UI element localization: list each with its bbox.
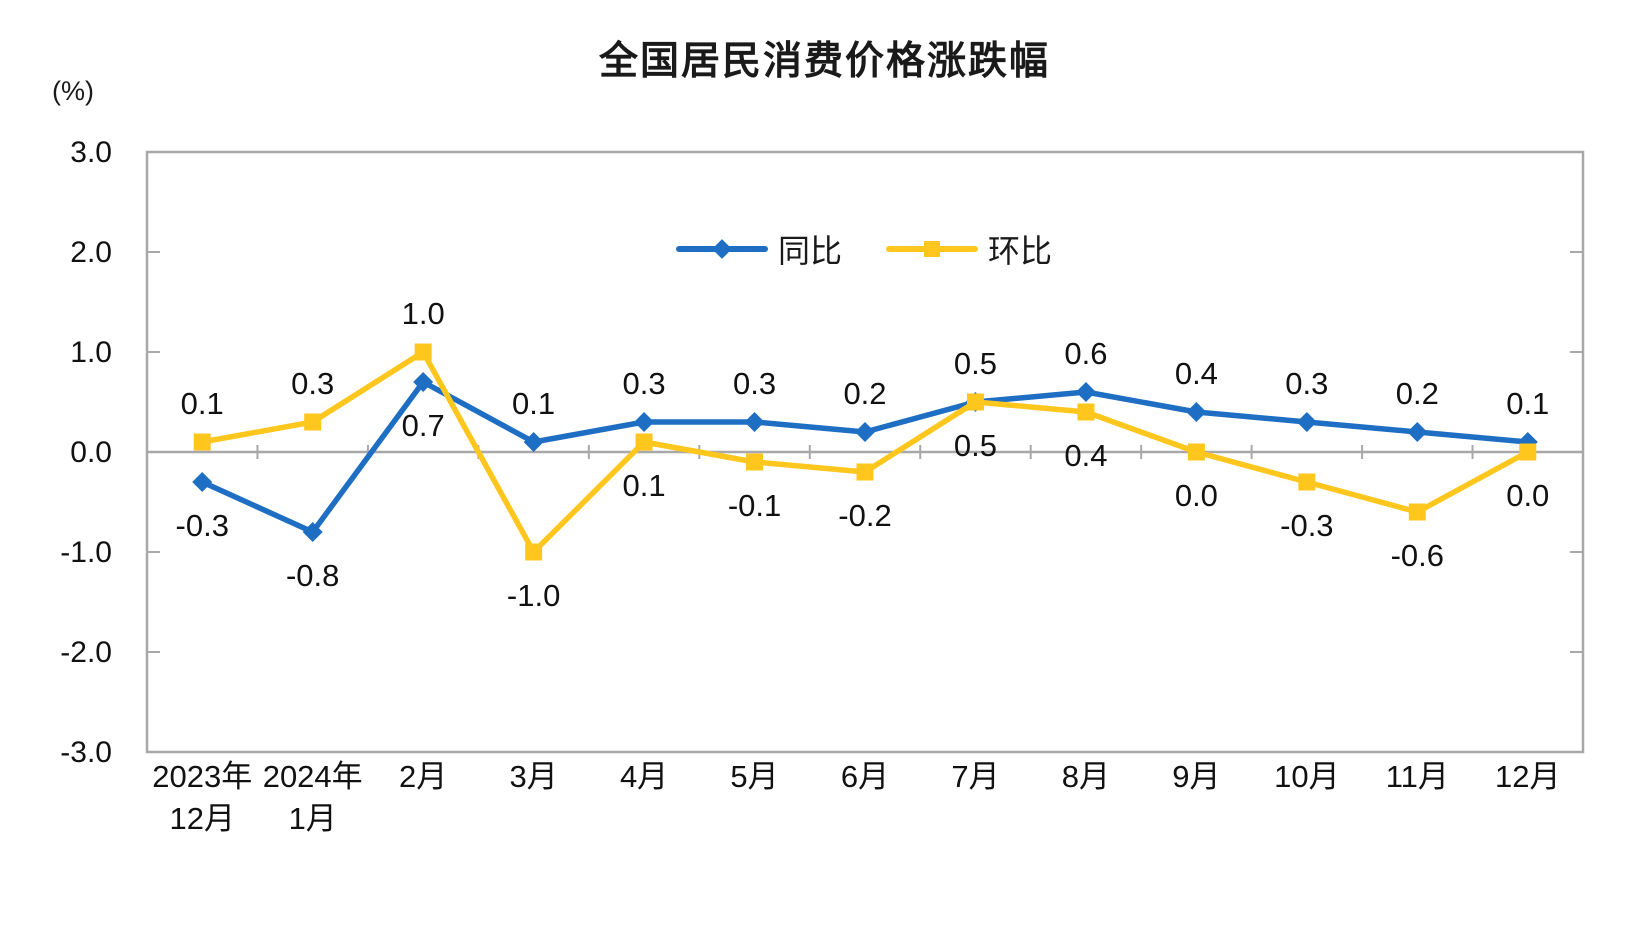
- y-axis-label-1: 2.0: [70, 236, 112, 269]
- value-label-yoy-2: 0.7: [402, 408, 445, 443]
- y-axis-label-2: 1.0: [70, 336, 112, 369]
- mom-line-sample: [886, 238, 979, 260]
- value-label-mom-5: -0.1: [728, 488, 781, 523]
- value-label-mom-10: -0.3: [1280, 508, 1333, 543]
- value-label-yoy-1: -0.8: [286, 558, 339, 593]
- marker-mom-6: [856, 463, 874, 481]
- value-label-yoy-6: 0.2: [843, 376, 886, 411]
- value-label-mom-0: 0.1: [181, 386, 224, 421]
- marker-mom-1: [304, 413, 322, 431]
- marker-yoy-3: [523, 432, 544, 452]
- marker-yoy-6: [855, 422, 875, 442]
- x-axis-label-2: 2月: [399, 759, 447, 794]
- y-axis-unit-label: (%): [52, 76, 94, 106]
- chart-title: 全国居民消费价格涨跌幅: [598, 40, 1050, 83]
- value-label-yoy-3: 0.1: [512, 386, 555, 421]
- value-label-yoy-4: 0.3: [623, 366, 666, 401]
- legend-item-yoy: 同比: [676, 226, 842, 272]
- value-label-mom-6: -0.2: [838, 498, 891, 533]
- x-axis-label-6: 6月: [841, 759, 889, 794]
- x-axis-label-9: 9月: [1172, 759, 1220, 794]
- value-label-yoy-10: 0.3: [1285, 366, 1328, 401]
- marker-mom-9: [1187, 443, 1205, 461]
- y-axis-label-5: -2.0: [60, 636, 112, 669]
- legend-label-yoy: 同比: [778, 233, 843, 269]
- value-label-yoy-5: 0.3: [733, 366, 776, 401]
- x-axis-label-4: 4月: [620, 759, 668, 794]
- marker-mom-2: [414, 343, 432, 361]
- marker-yoy-2: [413, 372, 434, 392]
- yoy-diamond-marker-icon: [712, 239, 732, 259]
- x-axis-label-3: 3月: [509, 759, 557, 794]
- value-label-mom-8: 0.4: [1064, 438, 1107, 473]
- value-label-mom-11: -0.6: [1391, 538, 1444, 573]
- value-label-mom-2: 1.0: [402, 296, 445, 331]
- marker-mom-0: [193, 433, 211, 451]
- value-label-yoy-8: 0.6: [1064, 336, 1107, 371]
- x-axis-label-10: 10月: [1274, 759, 1339, 794]
- value-label-yoy-11: 0.2: [1396, 376, 1439, 411]
- value-label-yoy-0: -0.3: [176, 508, 229, 543]
- value-label-yoy-7: 0.5: [954, 346, 997, 381]
- legend-item-mom: 环比: [886, 226, 1052, 272]
- marker-mom-3: [525, 543, 543, 561]
- marker-yoy-1: [302, 522, 323, 542]
- value-label-mom-3: -1.0: [507, 578, 560, 613]
- marker-mom-4: [635, 433, 653, 451]
- y-axis-label-0: 3.0: [70, 136, 112, 169]
- marker-mom-12: [1519, 443, 1537, 461]
- marker-yoy-0: [192, 472, 213, 492]
- x-axis-label-12: 12月: [1495, 759, 1560, 794]
- legend: 同比 环比: [676, 226, 1052, 272]
- y-axis-label-3: 0.0: [70, 436, 112, 469]
- mom-square-marker-icon: [924, 241, 941, 257]
- x-axis-label-0: 2023年 12月: [152, 759, 252, 836]
- x-axis-label-5: 5月: [730, 759, 778, 794]
- marker-mom-7: [966, 393, 984, 411]
- value-label-mom-4: 0.1: [623, 468, 666, 503]
- marker-yoy-10: [1296, 412, 1317, 432]
- value-label-mom-7: 0.5: [954, 428, 997, 463]
- value-label-mom-1: 0.3: [291, 366, 334, 401]
- marker-mom-10: [1298, 473, 1316, 491]
- marker-mom-5: [746, 453, 764, 471]
- value-label-yoy-9: 0.4: [1175, 356, 1218, 391]
- yoy-line-sample: [676, 238, 768, 260]
- marker-yoy-11: [1407, 422, 1428, 442]
- marker-yoy-4: [634, 412, 655, 432]
- marker-yoy-5: [744, 412, 765, 432]
- x-axis-label-1: 2024年 1月: [263, 759, 363, 836]
- y-axis-label-4: -1.0: [60, 536, 112, 569]
- x-axis-label-7: 7月: [951, 759, 999, 794]
- legend-label-mom: 环比: [988, 233, 1053, 269]
- y-axis-label-6: -3.0: [60, 736, 112, 769]
- value-label-mom-12: 0.0: [1506, 478, 1549, 513]
- marker-yoy-8: [1075, 382, 1096, 402]
- value-label-mom-9: 0.0: [1175, 478, 1218, 513]
- x-axis-label-8: 8月: [1062, 759, 1110, 794]
- marker-mom-8: [1077, 403, 1095, 421]
- value-label-yoy-12: 0.1: [1506, 386, 1549, 421]
- marker-yoy-9: [1186, 402, 1207, 422]
- x-axis-label-11: 11月: [1386, 759, 1449, 794]
- marker-mom-11: [1408, 503, 1426, 521]
